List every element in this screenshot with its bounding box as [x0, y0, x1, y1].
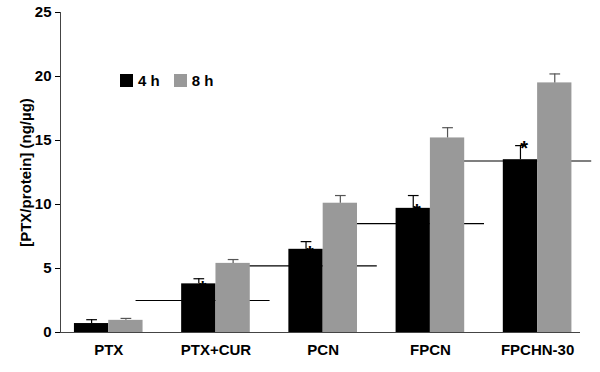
svg-text:0: 0: [43, 323, 51, 340]
svg-text:PTX: PTX: [94, 341, 123, 358]
html-text:8 h: 8 h: [191, 72, 214, 89]
svg-text:[PTX/protein] (ng/µg): [PTX/protein] (ng/µg): [17, 98, 34, 247]
svg-text:15: 15: [35, 131, 52, 148]
svg-text:20: 20: [35, 67, 52, 84]
svg-text:5: 5: [43, 259, 51, 276]
svg-text:FPCHN-30: FPCHN-30: [501, 341, 574, 358]
svg-text:10: 10: [35, 195, 52, 212]
svg-text:FPCN: FPCN: [410, 341, 451, 358]
svg-text:25: 25: [35, 3, 52, 20]
svg-text:PCN: PCN: [307, 341, 339, 358]
html-text:4 h: 4 h: [138, 72, 160, 89]
svg-text:*: *: [520, 137, 528, 159]
svg-text:PTX+CUR: PTX+CUR: [181, 341, 252, 358]
